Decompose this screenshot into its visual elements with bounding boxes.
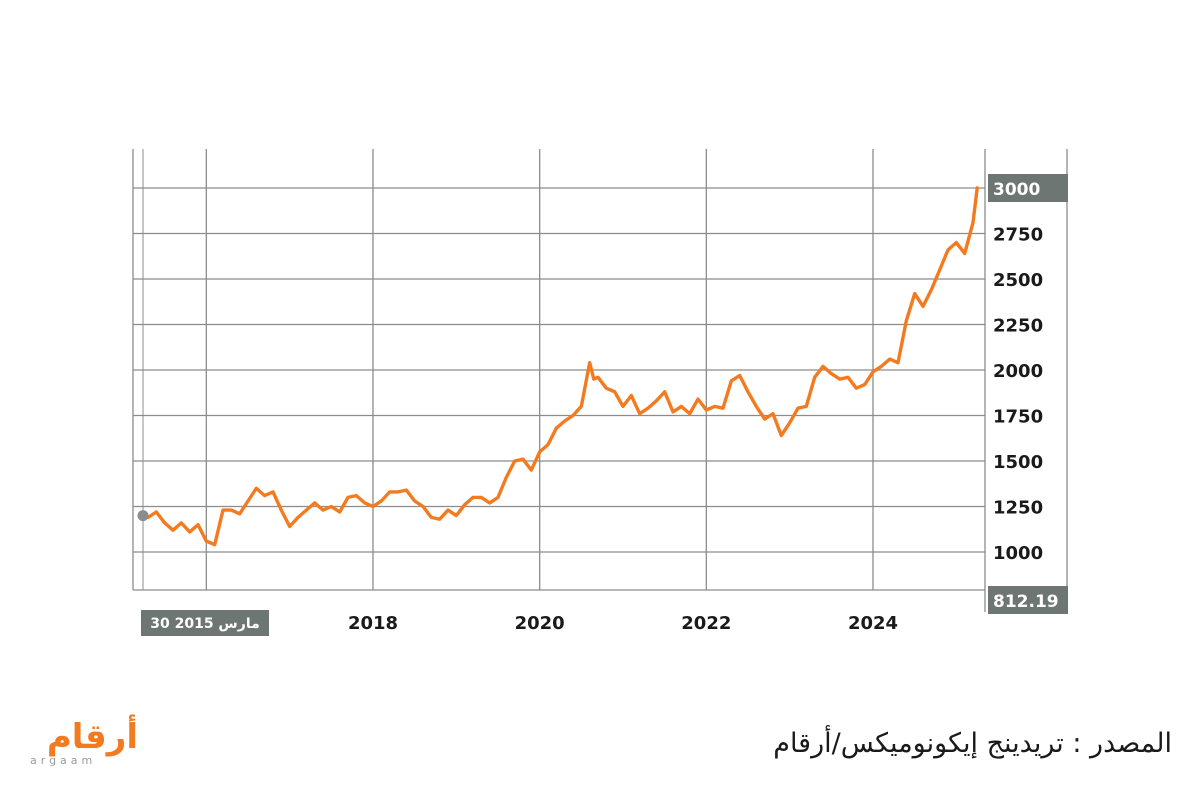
y-tick-label: 2250 — [993, 316, 1043, 337]
y-tick-label: 1000 — [993, 543, 1043, 564]
logo-arabic-text: أرقام — [46, 717, 138, 757]
start-point-marker — [137, 510, 149, 522]
y-tick-label: 1250 — [993, 498, 1043, 519]
y-axis-tick-labels: 1000 1250 1500 1750 2000 2250 2500 2750 3000 812.… — [988, 174, 1068, 614]
last-value-badge — [988, 174, 1068, 202]
series-line-group — [137, 186, 979, 547]
source-caption: المصدر : تريدينج إيكونوميكس/أرقام — [773, 728, 1172, 759]
argaam-logo: أرقام argaam — [28, 718, 138, 778]
x-tick-label: 2022 — [681, 613, 731, 634]
x-axis-tick-labels: 2018 2020 2022 2024 30 مارس 2015 — [141, 610, 898, 636]
x-tick-label: 2018 — [348, 613, 398, 634]
y-tick-label: 2000 — [993, 361, 1043, 382]
last-value-label: 3000 — [993, 180, 1040, 200]
y-min-label: 812.19 — [993, 592, 1059, 612]
y-min-badge — [988, 586, 1068, 614]
start-date-badge — [141, 610, 269, 636]
logo-latin-text: argaam — [30, 754, 97, 767]
x-tick-label: 2024 — [848, 613, 898, 634]
series-line — [141, 186, 979, 547]
y-tick-label: 1750 — [993, 407, 1043, 428]
y-tick-label: 2500 — [993, 270, 1043, 291]
grid-lines — [132, 149, 1068, 612]
x-tick-label: 2020 — [515, 613, 565, 634]
start-date-label: 30 مارس 2015 — [150, 616, 260, 632]
y-tick-label: 2750 — [993, 225, 1043, 246]
line-chart: 1000 1250 1500 1750 2000 2250 2500 2750 3000 812.… — [132, 149, 1068, 636]
y-tick-label: 1500 — [993, 452, 1043, 473]
